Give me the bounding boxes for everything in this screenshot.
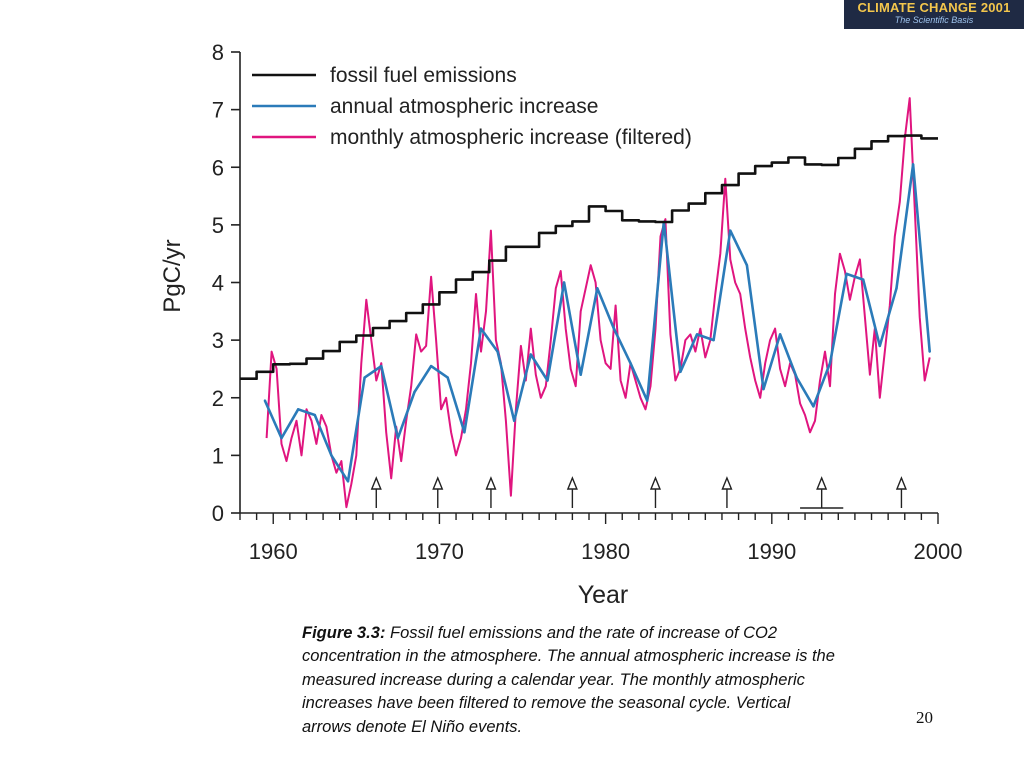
annual-data-point: [895, 287, 898, 290]
legend-entry: monthly atmospheric increase (filtered): [252, 126, 692, 149]
y-tick-label: 5: [212, 213, 224, 238]
annual-data-point: [363, 376, 366, 379]
annual-data-point: [529, 353, 533, 356]
el-nino-arrow: [649, 476, 662, 508]
y-axis-label: PgC/yr: [159, 239, 186, 312]
annual-data-point: [596, 287, 599, 290]
emissions-chart: 0 1 2 3 4 5 6 7 8 1960 1970 1980 1990 2000 fossil fue…: [159, 40, 963, 609]
legend-entry: fossil fuel emissions: [252, 64, 517, 87]
caption-label: Figure 3.3:: [302, 624, 386, 642]
axes: 0 1 2 3 4 5 6 7 8 1960 1970 1980 1990 2000: [212, 40, 963, 564]
chart-legend: fossil fuel emissions annual atmospheric …: [252, 64, 692, 149]
annual-data-point: [845, 272, 848, 276]
annual-data-point: [280, 436, 283, 440]
annual-data-point: [446, 376, 449, 379]
logo-title: CLIMATE CHANGE 2001: [857, 0, 1011, 15]
annual-data-point: [579, 373, 582, 376]
el-nino-arrow: [566, 476, 578, 508]
el-nino-arrow: [432, 476, 444, 508]
annual-data-point: [828, 361, 832, 365]
figure-caption: Figure 3.3: Fossil fuel emissions and th…: [302, 622, 842, 739]
x-tick-label: 1960: [249, 539, 298, 564]
annual-data-point: [629, 361, 632, 365]
annual-data-point: [812, 405, 815, 408]
y-tick-label: 8: [212, 40, 224, 65]
y-tick-label: 7: [212, 98, 224, 123]
legend-entry: annual atmospheric increase: [252, 95, 599, 118]
legend-label: annual atmospheric increase: [330, 95, 599, 118]
annual-data-point: [712, 338, 715, 342]
annual-data-point: [862, 278, 865, 281]
y-tick-label: 0: [212, 501, 224, 526]
x-tick-label: 1980: [581, 539, 630, 564]
annual-data-point: [612, 327, 616, 330]
y-tick-label: 4: [212, 271, 224, 296]
logo-subtitle: The Scientific Basis: [894, 15, 974, 25]
annual-data-point: [795, 376, 798, 379]
annual-data-point: [263, 399, 267, 402]
el-nino-arrows: [370, 476, 907, 509]
y-tick-label: 3: [212, 328, 224, 353]
page-number: 20: [916, 708, 933, 727]
el-nino-arrow: [721, 476, 733, 508]
x-tick-label: 2000: [914, 539, 963, 564]
annual-data-point: [645, 399, 649, 402]
el-nino-arrow: [895, 476, 907, 508]
annual-data-point: [546, 379, 549, 382]
y-tick-label: 6: [212, 155, 224, 180]
caption-text: Fossil fuel emissions and the rate of in…: [302, 624, 835, 736]
climate-change-2001-logo: CLIMATE CHANGE 2001 The Scientific Basis: [844, 0, 1024, 29]
annual-data-point: [296, 408, 300, 411]
annual-data-point: [413, 390, 416, 394]
annual-data-point: [695, 333, 699, 336]
annual-data-point: [928, 350, 931, 353]
annual-data-point: [429, 364, 433, 368]
annual-data-point: [496, 350, 499, 353]
annual-data-point: [463, 431, 466, 434]
annual-data-point: [313, 413, 316, 417]
y-tick-label: 2: [212, 386, 224, 411]
annual-data-point: [745, 264, 749, 267]
el-nino-arrow: [485, 476, 497, 508]
annual-data-point: [762, 387, 765, 391]
annual-data-point: [562, 281, 566, 284]
legend-label: monthly atmospheric increase (filtered): [330, 126, 692, 149]
plot-series: [240, 97, 938, 509]
monthly-increase-line: [265, 97, 931, 509]
annual-data-point: [380, 364, 383, 368]
legend-label: fossil fuel emissions: [330, 64, 517, 87]
annual-data-point: [778, 333, 782, 336]
fossil-fuel-emissions-line: [240, 134, 938, 380]
x-tick-label: 1990: [747, 539, 796, 564]
annual-data-point: [878, 344, 882, 348]
annual-data-point: [330, 454, 333, 457]
annual-data-point: [513, 419, 516, 422]
y-tick-label: 1: [212, 443, 224, 468]
x-tick-label: 1970: [415, 539, 464, 564]
annual-data-point: [479, 327, 483, 330]
annual-data-point: [679, 370, 682, 374]
el-nino-arrow: [370, 476, 382, 508]
annual-data-point: [729, 229, 732, 232]
annual-data-point: [346, 480, 350, 483]
el-nino-arrow: [816, 476, 828, 508]
annual-data-point: [911, 163, 915, 166]
x-axis-label: Year: [578, 581, 629, 609]
annual-data-point: [396, 436, 400, 440]
